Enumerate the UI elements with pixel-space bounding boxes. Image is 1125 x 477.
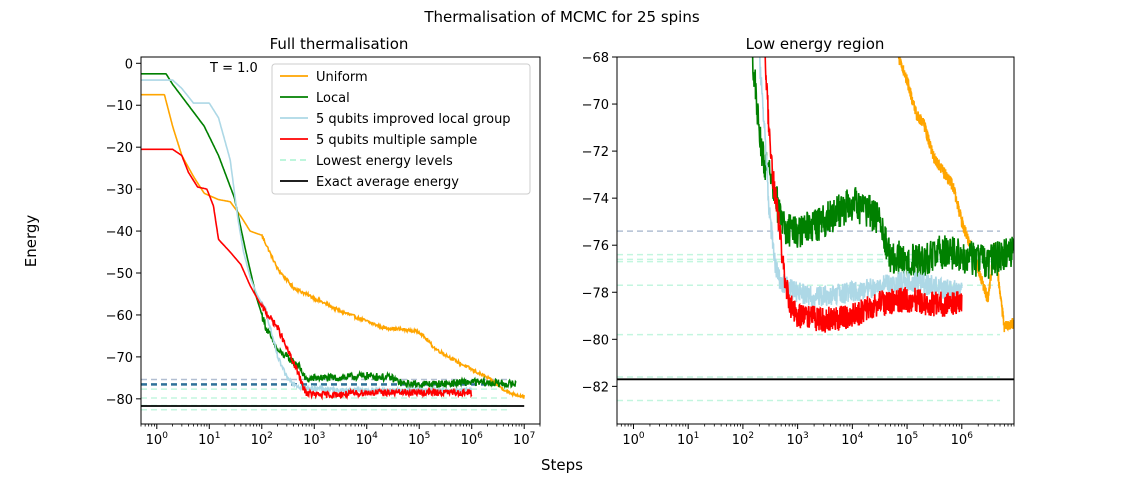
- x-tick-label: 103: [786, 431, 808, 448]
- y-axis-label: Energy: [22, 215, 40, 268]
- x-tick-label: 100: [622, 431, 645, 448]
- x-tick-label: 101: [677, 431, 699, 448]
- y-tick-label: −30: [106, 183, 133, 198]
- y-tick-label: −60: [106, 309, 133, 324]
- legend-label: Local: [316, 91, 350, 106]
- legend-label: Uniform: [316, 70, 368, 85]
- series-line-local: [141, 73, 517, 390]
- series-line-uniform: [897, 57, 1014, 333]
- plot-area: [141, 73, 525, 411]
- y-tick-label: −10: [106, 99, 133, 114]
- legend-label: 5 qubits improved local group: [316, 112, 511, 127]
- plot-area: [617, 57, 1014, 402]
- full-thermalisation-title: Full thermalisation: [270, 35, 409, 53]
- y-tick-label: −72: [582, 145, 609, 160]
- x-tick-label: 103: [303, 431, 325, 448]
- x-tick-label: 101: [198, 431, 220, 448]
- legend: Uniform Local 5 qubits improved local grou…: [271, 63, 531, 195]
- x-tick-label: 100: [146, 431, 169, 448]
- x-tick-label: 107: [513, 431, 535, 448]
- legend-label: 5 qubits multiple sample: [316, 133, 477, 148]
- series-line-5-qubits-multiple-sample: [141, 148, 473, 401]
- y-tick-label: −70: [582, 98, 609, 113]
- series-line-5-qubits-improved-local-group: [759, 57, 963, 307]
- low-energy-region-title: Low energy region: [746, 35, 885, 53]
- y-tick-label: −74: [582, 192, 609, 207]
- y-tick-label: −80: [106, 393, 133, 408]
- axes-frame: [616, 56, 1015, 425]
- y-tick-label: −50: [106, 267, 133, 282]
- axes-frame: [140, 56, 541, 425]
- y-tick-label: −80: [582, 333, 609, 348]
- temperature-annotation: T = 1.0: [209, 61, 258, 76]
- series-line-5-qubits-multiple-sample: [764, 57, 963, 333]
- y-tick-label: 0: [125, 57, 133, 72]
- full-thermalisation-axes: Full thermalisation T = 1.0 100 101 102 103…: [106, 35, 541, 448]
- y-tick-label: −68: [582, 51, 609, 66]
- legend-box: [271, 63, 531, 195]
- y-tick-label: −76: [582, 239, 609, 254]
- x-tick-label: 102: [251, 431, 273, 448]
- x-tick-label: 105: [896, 431, 918, 448]
- x-tick-label: 102: [732, 431, 754, 448]
- series-line-uniform: [141, 93, 525, 400]
- figure-suptitle: Thermalisation of MCMC for 25 spins: [423, 8, 700, 26]
- y-tick-label: −78: [582, 286, 609, 301]
- x-tick-label: 104: [356, 431, 379, 448]
- series-line-local: [751, 57, 1014, 279]
- x-axis-label: Steps: [541, 456, 583, 474]
- x-tick-label: 106: [951, 431, 974, 448]
- y-tick-label: −20: [106, 141, 133, 156]
- legend-label: Exact average energy: [316, 175, 459, 190]
- y-tick-label: −70: [106, 351, 133, 366]
- y-tick-label: −82: [582, 380, 609, 395]
- low-energy-region-axes: Low energy region 100 101 102 103 104 105 106 −…: [582, 35, 1015, 448]
- x-tick-label: 104: [841, 431, 864, 448]
- x-tick-label: 105: [408, 431, 430, 448]
- y-tick-label: −40: [106, 225, 133, 240]
- legend-label: Lowest energy levels: [316, 154, 453, 169]
- x-tick-label: 106: [461, 431, 484, 448]
